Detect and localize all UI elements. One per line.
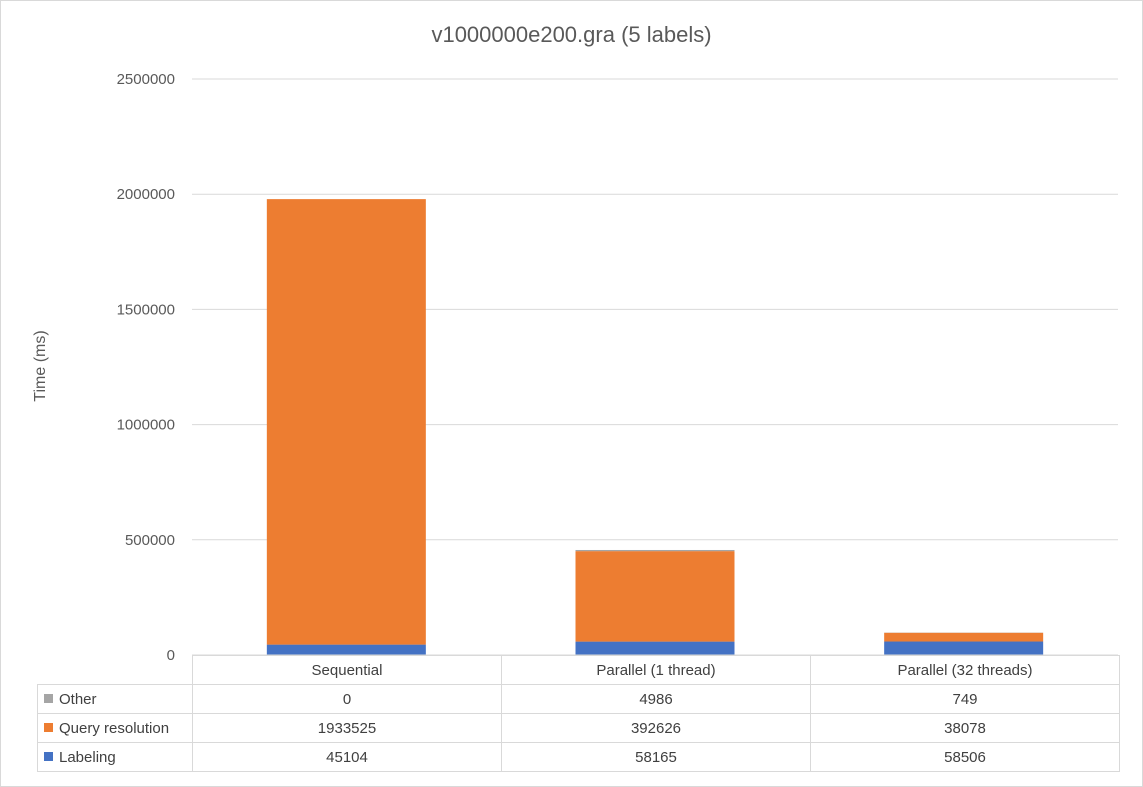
data-table-row: Query resolution 1933525 392626 38078 (37, 713, 1120, 743)
y-tick-label: 1500000 (117, 301, 175, 318)
legend-swatch (44, 752, 53, 762)
x-category-label: Parallel (1 thread) (501, 655, 811, 685)
bar-segment (575, 641, 735, 655)
data-label: 0 (192, 684, 502, 714)
bar-segment (266, 644, 426, 655)
legend-entry: Other (37, 684, 193, 714)
x-category-label: Sequential (192, 655, 502, 685)
data-table-corner (37, 655, 193, 685)
bar-segment (575, 549, 735, 552)
data-table-header-row: Sequential Parallel (1 thread) Parallel (3… (37, 655, 1120, 685)
data-table: Sequential Parallel (1 thread) Parallel (3… (37, 655, 1120, 772)
legend-label: Query resolution (59, 719, 170, 737)
y-tick-label: 2500000 (117, 71, 175, 88)
y-tick-label: 1000000 (117, 417, 175, 434)
legend-swatch (44, 723, 53, 733)
data-label: 38078 (810, 713, 1120, 743)
x-category-label: Parallel (32 threads) (810, 655, 1120, 685)
data-label: 749 (810, 684, 1120, 714)
bar-segment (884, 641, 1044, 655)
data-label: 4986 (501, 684, 811, 714)
legend-entry: Labeling (37, 742, 193, 772)
chart-title: v1000000e200.gra (5 labels) (431, 22, 712, 47)
data-label: 392626 (501, 713, 811, 743)
legend-swatch (44, 694, 53, 704)
bar-segment (266, 199, 426, 645)
legend-entry: Query resolution (37, 713, 193, 743)
legend-label: Labeling (59, 748, 116, 766)
data-label: 45104 (192, 742, 502, 772)
data-label: 58506 (810, 742, 1120, 772)
y-tick-label: 2000000 (117, 186, 175, 203)
legend-label: Other (59, 690, 97, 708)
data-label: 1933525 (192, 713, 502, 743)
bar-segment (884, 632, 1044, 642)
data-table-row: Other 0 4986 749 (37, 684, 1120, 714)
data-label: 58165 (501, 742, 811, 772)
bar-segment (575, 551, 735, 642)
data-table-row: Labeling 45104 58165 58506 (37, 742, 1120, 772)
y-tick-label: 500000 (125, 532, 175, 549)
